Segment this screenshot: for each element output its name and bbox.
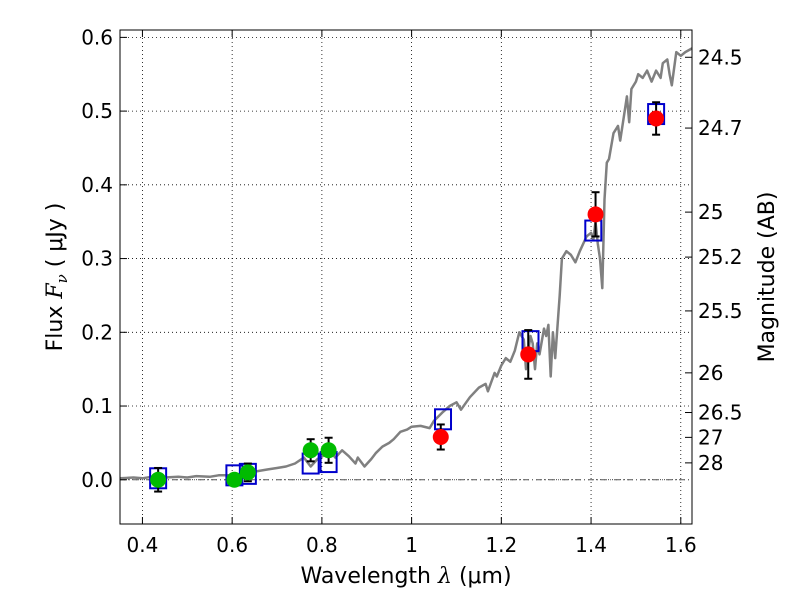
x-tick-label: 1.6	[665, 533, 697, 557]
x-tick-label: 0.8	[306, 533, 338, 557]
y2-tick-label: 26.5	[698, 401, 743, 425]
y2-tick-label: 25.2	[698, 245, 743, 269]
y-tick-label: 0.0	[81, 468, 113, 492]
y2-tick-label: 26	[698, 361, 723, 385]
red-point	[648, 110, 665, 127]
y-tick-label: 0.1	[81, 394, 113, 418]
green-point	[320, 442, 337, 459]
y2-tick-label: 27	[698, 425, 723, 449]
x-tick-label: 1.4	[575, 533, 607, 557]
red-point	[587, 206, 604, 223]
y-axis-label: Flux Fν ( μJy )	[43, 203, 71, 352]
model-box	[434, 408, 453, 431]
green-point	[239, 464, 256, 481]
green-point	[302, 442, 319, 459]
y2-tick-label: 25.5	[698, 299, 743, 323]
ticks: 0.4 0.6 0.8 1 1.2 1.4 1.6 0.0 0.1 0.2 0.3 0.4 0.5 0.6…	[81, 25, 742, 557]
x-tick-label: 0.4	[127, 533, 159, 557]
y2-tick-label: 25	[698, 200, 723, 224]
x-tick-label: 0.6	[216, 533, 248, 557]
y-tick-label: 0.2	[81, 320, 113, 344]
error-bars	[154, 101, 661, 493]
y2-axis-label: Magnitude (AB)	[755, 192, 780, 363]
y2-tick-label: 24.7	[698, 116, 743, 140]
y-tick-label: 0.3	[81, 247, 113, 271]
green-point	[150, 471, 167, 488]
green-point	[226, 471, 243, 488]
x-axis-label: Wavelength λ (μm)	[300, 564, 511, 589]
model-spectrum	[119, 47, 693, 480]
photometry-points	[150, 110, 665, 488]
x-tick-label: 1	[405, 533, 418, 557]
red-point	[432, 428, 449, 445]
grid	[120, 30, 692, 524]
y-tick-label: 0.4	[81, 173, 113, 197]
y2-tick-label: 24.5	[698, 45, 743, 69]
red-point	[520, 346, 537, 363]
y-tick-label: 0.6	[81, 25, 113, 49]
y2-tick-label: 28	[698, 451, 723, 475]
spectrum-line	[119, 47, 693, 480]
x-tick-label: 1.2	[485, 533, 517, 557]
y-tick-label: 0.5	[81, 99, 113, 123]
plot-frame	[119, 29, 693, 525]
